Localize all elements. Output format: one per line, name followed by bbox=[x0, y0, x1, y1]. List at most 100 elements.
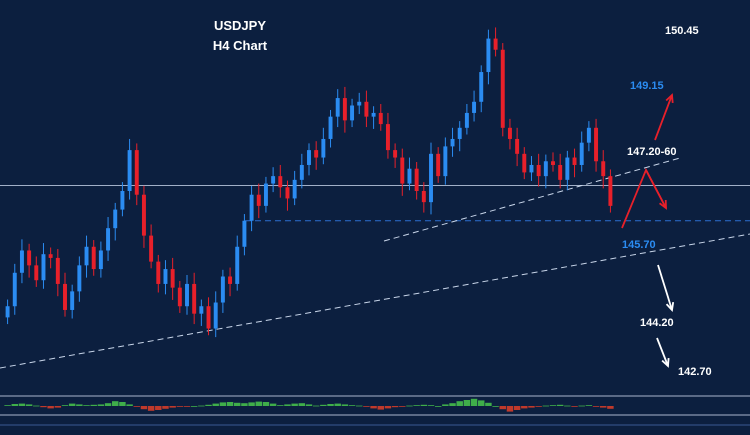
candle-body bbox=[278, 176, 283, 188]
level-label-150-45: 150.45 bbox=[665, 25, 699, 37]
osc-bar bbox=[513, 406, 521, 410]
osc-bar bbox=[133, 406, 140, 407]
candle-body bbox=[98, 250, 103, 270]
osc-bar bbox=[585, 405, 593, 406]
candle-body bbox=[515, 138, 520, 154]
candle-body bbox=[299, 164, 304, 180]
candle-body bbox=[608, 176, 613, 206]
osc-bar bbox=[413, 405, 420, 406]
candle-body bbox=[572, 157, 577, 165]
candle-body bbox=[63, 283, 67, 310]
arrow-down-to-144-20 bbox=[657, 264, 673, 311]
candle-body bbox=[170, 269, 175, 288]
oscillator-panel bbox=[0, 395, 750, 426]
osc-bar bbox=[542, 405, 550, 407]
candle-body bbox=[393, 150, 398, 158]
osc-bar bbox=[112, 401, 119, 406]
osc-bar bbox=[384, 406, 392, 409]
osc-bar bbox=[506, 406, 514, 412]
osc-bar bbox=[90, 404, 97, 406]
osc-bar bbox=[399, 406, 406, 407]
candle-body bbox=[400, 157, 405, 184]
candle-body bbox=[429, 153, 433, 203]
osc-bar bbox=[320, 404, 327, 406]
osc-bar bbox=[600, 406, 607, 408]
candle-body bbox=[34, 265, 39, 281]
candle-body bbox=[163, 269, 168, 284]
osc-bar bbox=[377, 406, 384, 410]
candle-body bbox=[328, 116, 333, 139]
candle-body bbox=[601, 161, 606, 177]
candle-body bbox=[185, 283, 189, 307]
candle-body bbox=[364, 101, 369, 117]
candle-body bbox=[149, 235, 154, 262]
candle-body bbox=[464, 112, 469, 128]
osc-bar bbox=[119, 402, 126, 406]
osc-bar bbox=[528, 406, 535, 408]
candle-body bbox=[106, 228, 111, 251]
osc-bar bbox=[305, 404, 313, 406]
osc-bar bbox=[147, 406, 155, 411]
candle-body bbox=[385, 124, 390, 151]
osc-bar bbox=[370, 406, 377, 409]
candle-body bbox=[228, 276, 233, 284]
short-trendline bbox=[383, 157, 681, 242]
osc-bar bbox=[327, 404, 334, 406]
osc-bar bbox=[564, 405, 571, 407]
candle-body bbox=[249, 194, 254, 221]
osc-bar bbox=[348, 405, 356, 406]
osc-bar bbox=[262, 402, 270, 406]
osc-bar bbox=[312, 405, 320, 407]
level-label-144-20: 144.20 bbox=[640, 317, 674, 329]
candle-body bbox=[565, 157, 570, 180]
candle-body bbox=[113, 209, 118, 229]
candle-body bbox=[378, 112, 383, 125]
candle-body bbox=[350, 105, 355, 121]
osc-bar bbox=[68, 403, 76, 406]
candle-body bbox=[55, 257, 60, 284]
candle-body bbox=[84, 246, 89, 266]
candle-body bbox=[543, 161, 548, 177]
osc-bar bbox=[190, 406, 198, 407]
osc-bar bbox=[456, 401, 463, 406]
osc-bar bbox=[76, 404, 83, 406]
osc-bar bbox=[140, 406, 148, 410]
candle-body bbox=[120, 191, 125, 210]
osc-bar bbox=[607, 406, 614, 409]
osc-bar bbox=[485, 402, 492, 406]
candle-body bbox=[141, 194, 146, 236]
candle-body bbox=[551, 161, 555, 165]
osc-bar bbox=[241, 403, 248, 406]
candle-body bbox=[529, 164, 534, 173]
osc-bar bbox=[162, 406, 169, 409]
level-label-149-15: 149.15 bbox=[630, 80, 664, 92]
osc-bar bbox=[406, 405, 413, 407]
osc-bar bbox=[499, 406, 506, 410]
candle-body bbox=[457, 127, 462, 139]
candle-body bbox=[321, 138, 326, 158]
long-trendline bbox=[0, 233, 750, 369]
osc-bar bbox=[183, 406, 191, 407]
osc-bar bbox=[391, 406, 399, 408]
osc-bar bbox=[571, 406, 578, 407]
osc-bar bbox=[11, 404, 18, 406]
arrow-down-to-144-20-head bbox=[665, 301, 675, 312]
osc-bar bbox=[226, 402, 234, 406]
candle-body bbox=[371, 112, 376, 117]
osc-bar bbox=[334, 403, 341, 406]
candle-body bbox=[314, 150, 319, 158]
candle-body bbox=[77, 265, 82, 292]
osc-bar bbox=[4, 405, 11, 406]
osc-bar bbox=[83, 405, 90, 406]
candle-body bbox=[19, 250, 24, 273]
candle-body bbox=[91, 246, 96, 270]
candle-body bbox=[285, 187, 290, 199]
osc-bar bbox=[427, 405, 435, 406]
osc-bar bbox=[592, 406, 600, 407]
osc-bar bbox=[212, 403, 219, 406]
candle-body bbox=[586, 127, 591, 143]
candle-body bbox=[134, 150, 139, 195]
osc-bar bbox=[420, 404, 428, 406]
